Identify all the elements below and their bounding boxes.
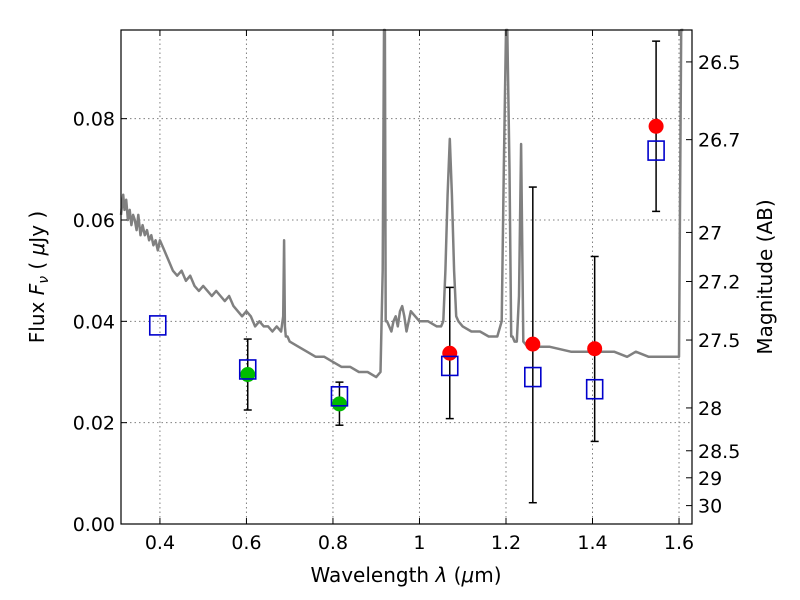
data-point-square	[238, 359, 257, 380]
y-axis-label: Flux Fν ( μJy )	[25, 211, 52, 343]
x-tick-label: 1.4	[577, 532, 607, 554]
mag-tick-label: 26.5	[698, 52, 740, 74]
mag-tick-label: 30	[698, 496, 722, 518]
data-point-circle	[442, 345, 458, 361]
y-tick-label: 0.00	[73, 514, 115, 536]
x-tick-label: 0.4	[145, 532, 175, 554]
error-bars	[243, 40, 661, 504]
y-tick-label: 0.02	[73, 413, 115, 435]
data-point-circle	[240, 367, 256, 383]
data-point-square	[148, 315, 167, 336]
y-tick-label: 0.04	[73, 311, 115, 333]
grid	[121, 30, 692, 525]
y2-axis-label: Magnitude (AB)	[753, 199, 777, 354]
data-point-circle	[331, 396, 347, 412]
x-axis-label: Wavelength λ (μm)	[310, 563, 501, 587]
data-markers	[148, 118, 665, 412]
plot-frame	[120, 29, 693, 525]
data-point-square	[440, 355, 459, 377]
mag-tick-label: 26.7	[698, 130, 740, 152]
data-point-circle	[525, 336, 541, 352]
mag-tick-label: 29	[698, 468, 722, 490]
data-point-circle	[648, 118, 664, 134]
mag-tick-label: 27.5	[698, 330, 740, 352]
data-point-square	[647, 140, 665, 161]
mag-tick-label: 27	[698, 222, 722, 244]
mag-tick-label: 28.5	[698, 441, 740, 463]
x-tick-label: 1.2	[491, 532, 521, 554]
mag-tick-label: 27.2	[698, 271, 740, 293]
y-tick-label: 0.08	[73, 109, 115, 131]
data-point-square	[585, 378, 604, 400]
x-tick-label: 1.6	[664, 532, 694, 554]
x-tick-label: 0.8	[318, 532, 348, 554]
data-point-square	[524, 366, 542, 388]
data-point-square	[330, 386, 349, 407]
model-spectrum	[119, 28, 684, 379]
x-tick-label: 1	[413, 532, 425, 554]
data-point-circle	[587, 341, 603, 357]
y-tick-label: 0.06	[73, 210, 115, 232]
mag-tick-label: 28	[698, 398, 722, 420]
model-spectrum-line	[119, 28, 684, 379]
axis-ticks: 0.4 0.6 0.8 1 1.2 1.4 1.6 0.00 0.02 0.04 0.06 0.08 2…	[73, 30, 740, 554]
x-tick-label: 0.6	[231, 532, 261, 554]
